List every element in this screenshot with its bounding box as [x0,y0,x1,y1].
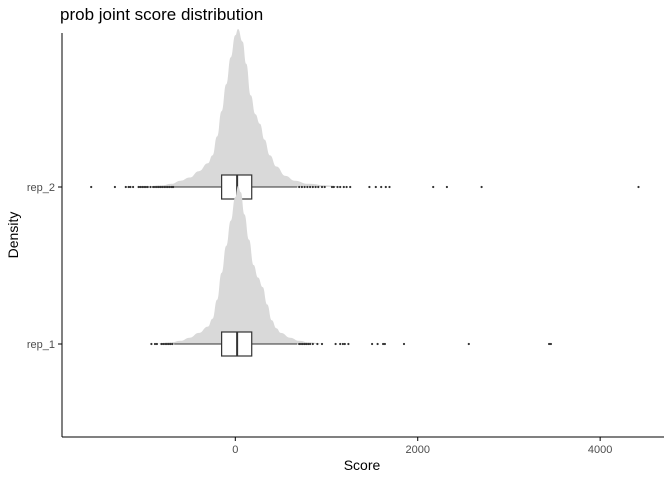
outlier-rep_1-9 [171,342,174,346]
outlier-rep_1-8 [169,342,172,346]
outlier-rep_2-30 [309,185,312,189]
outlier-rep_2-11 [146,185,149,189]
outlier-rep_2-16 [157,185,160,189]
x-tick-label-0: 0 [232,444,238,456]
outlier-rep_2-38 [336,185,339,189]
outlier-rep_1-11 [299,342,303,346]
outlier-rep_2-51 [637,185,640,189]
outlier-rep_2-39 [339,185,342,189]
outlier-rep_2-12 [149,185,152,189]
outlier-rep_2-10 [144,185,147,189]
outlier-rep_1-6 [165,342,168,346]
outlier-rep_1-27 [382,342,385,346]
outlier-rep_2-47 [388,185,391,189]
outlier-rep_2-34 [320,185,324,189]
outlier-rep_1-30 [467,342,470,346]
outlier-rep_1-4 [162,342,165,346]
outlier-rep_1-12 [301,342,304,346]
outlier-rep_2-0 [90,185,93,189]
chart-title: prob joint score distribution [60,5,263,24]
outlier-rep_2-43 [368,185,371,189]
outlier-rep_2-21 [166,185,169,189]
outlier-rep_2-32 [314,185,317,189]
outlier-rep_2-15 [155,185,158,189]
outlier-rep_1-25 [371,342,374,346]
outlier-rep_1-5 [164,342,167,346]
outlier-rep_2-14 [153,185,157,189]
outlier-rep_1-18 [316,342,319,346]
outlier-rep_2-18 [161,185,164,189]
outlier-rep_1-29 [402,342,406,346]
outlier-rep_2-13 [152,185,155,189]
x-tick-label-4000: 4000 [588,444,612,456]
outlier-rep_1-28 [383,342,386,346]
outlier-rep_2-42 [349,185,352,189]
outlier-rep_2-1 [113,185,116,189]
outlier-rep_1-3 [160,342,163,346]
outlier-rep_2-27 [300,185,303,189]
outlier-rep_2-4 [129,185,132,189]
outlier-rep_1-24 [347,342,350,346]
outlier-rep_1-32 [549,342,553,346]
outlier-rep_2-25 [172,185,175,189]
x-axis-label: Score [344,457,381,473]
outlier-rep_1-2 [155,342,158,346]
outlier-rep_2-6 [137,185,140,189]
outlier-rep_2-31 [311,185,314,189]
outlier-rep_2-7 [139,185,142,189]
outlier-rep_2-19 [163,185,166,189]
outlier-rep_2-2 [124,185,127,189]
outlier-rep_1-19 [320,342,324,346]
outlier-rep_2-20 [164,185,168,189]
plot-area [90,29,640,357]
x-axis-ticks: 0 2000 4000 [232,437,612,456]
outlier-rep_2-40 [342,185,345,189]
outlier-rep_1-1 [153,342,157,346]
outlier-rep_2-17 [159,185,162,189]
outlier-rep_1-22 [341,342,344,346]
outlier-rep_2-35 [323,185,326,189]
outlier-rep_2-45 [380,185,383,189]
y-axis-label: Density [5,212,21,259]
outlier-rep_2-9 [143,185,146,189]
outlier-rep_2-46 [384,185,387,189]
outlier-rep_2-3 [127,185,130,189]
outlier-rep_1-14 [305,342,308,346]
outlier-rep_1-26 [376,342,379,346]
outlier-rep_2-33 [317,185,320,189]
outlier-rep_1-20 [334,342,337,346]
outlier-rep_1-13 [303,342,306,346]
outlier-rep_1-17 [311,342,314,346]
outlier-rep_1-23 [343,342,346,346]
outlier-rep_1-16 [309,342,312,346]
y-tick-label-rep_1: rep_1 [27,339,55,351]
outlier-rep_2-49 [445,185,448,189]
outlier-rep_2-5 [132,185,135,189]
outlier-rep_2-29 [306,185,309,189]
x-tick-label-2000: 2000 [405,444,429,456]
outlier-rep_2-41 [345,185,348,189]
outlier-rep_2-22 [168,185,171,189]
outlier-rep_2-44 [374,185,377,189]
outlier-rep_2-36 [330,185,334,189]
y-tick-label-rep_2: rep_2 [27,182,55,194]
y-axis-ticks: rep_1 rep_2 [27,182,62,351]
outlier-rep_2-37 [332,185,335,189]
outlier-rep_1-0 [150,342,153,346]
outlier-rep_2-50 [480,185,483,189]
outlier-rep_1-21 [339,342,342,346]
density-ridge-rep_1 [153,186,327,344]
outlier-rep_1-10 [298,342,301,346]
outlier-rep_1-7 [167,342,170,346]
outlier-rep_2-28 [303,185,306,189]
outlier-rep_1-15 [307,342,310,346]
outlier-rep_2-8 [141,185,144,189]
density-ridge-rep_2 [144,29,345,187]
outlier-rep_2-48 [432,185,435,189]
outlier-rep_1-31 [548,342,551,346]
outlier-rep_2-26 [298,185,301,189]
